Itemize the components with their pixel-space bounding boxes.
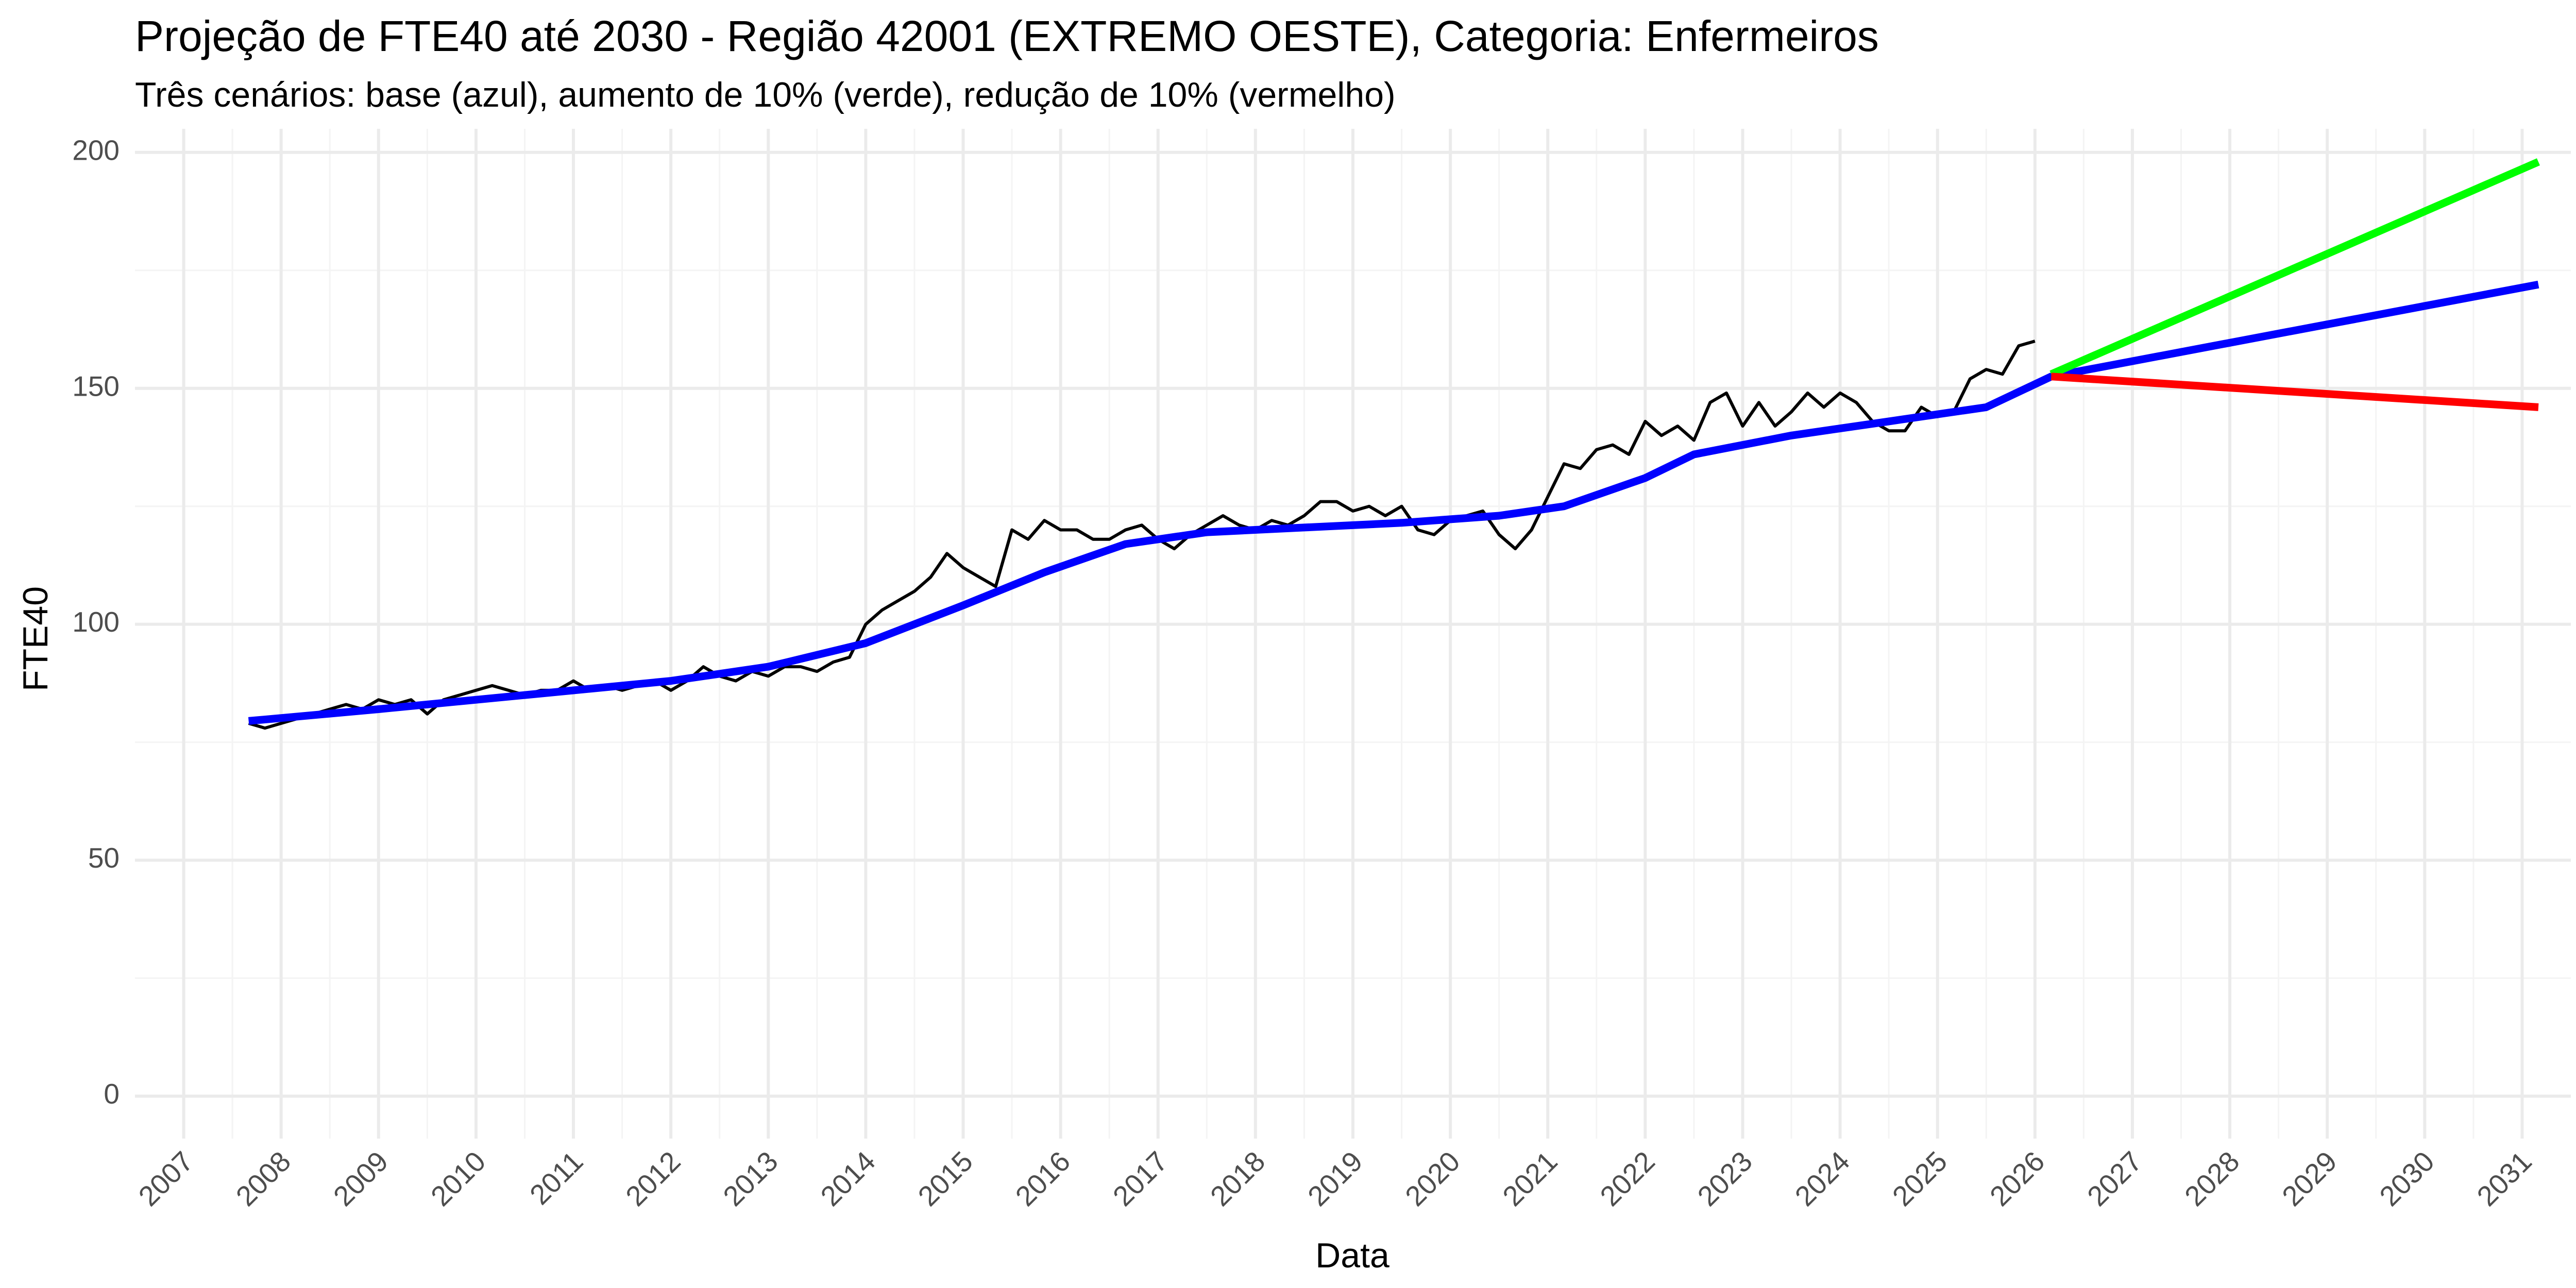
x-tick-label: 2025 <box>1886 1145 1953 1212</box>
x-tick-label: 2007 <box>132 1145 199 1212</box>
chart-title: Projeção de FTE40 até 2030 - Região 4200… <box>135 12 1879 60</box>
x-tick-label: 2026 <box>1984 1145 2050 1212</box>
x-axis-title: Data <box>1315 1236 1389 1275</box>
observed-series-line <box>248 340 2036 730</box>
x-tick-label: 2010 <box>425 1145 492 1212</box>
y-tick-label: 150 <box>72 370 120 402</box>
x-tick-label: 2017 <box>1107 1145 1174 1212</box>
x-tick-label: 2012 <box>619 1145 686 1212</box>
y-axis-ticks: 0 50 100 150 200 <box>72 134 120 1110</box>
x-tick-label: 2020 <box>1399 1145 1466 1212</box>
x-tick-label: 2019 <box>1301 1145 1368 1212</box>
y-axis-title: FTE40 <box>16 586 55 691</box>
y-tick-label: 100 <box>72 606 120 638</box>
x-tick-label: 2015 <box>912 1145 979 1212</box>
x-tick-label: 2009 <box>327 1145 394 1212</box>
y-tick-label: 200 <box>72 134 120 166</box>
x-tick-label: 2022 <box>1594 1145 1660 1212</box>
x-axis-ticks: 2007 2008 2009 2010 2011 2012 2013 2014 2015 2016… <box>132 1145 2538 1212</box>
y-tick-label: 0 <box>104 1078 120 1110</box>
chart-subtitle: Três cenários: base (azul), aumento de 1… <box>135 75 1396 114</box>
x-tick-label: 2028 <box>2178 1145 2245 1212</box>
series-layer <box>248 158 2540 730</box>
base-scenario-line <box>248 280 2539 725</box>
x-tick-label: 2018 <box>1204 1145 1271 1212</box>
increase-scenario-line <box>2049 158 2540 378</box>
x-tick-label: 2008 <box>230 1145 297 1212</box>
y-tick-label: 50 <box>88 842 120 874</box>
x-tick-label: 2021 <box>1496 1145 1563 1212</box>
x-tick-label: 2013 <box>717 1145 784 1212</box>
grid-layer <box>135 129 2571 1139</box>
x-tick-label: 2024 <box>1789 1145 1856 1212</box>
x-tick-label: 2016 <box>1009 1145 1076 1212</box>
x-tick-label: 2023 <box>1691 1145 1758 1212</box>
x-tick-label: 2031 <box>2471 1145 2538 1212</box>
x-tick-label: 2029 <box>2276 1145 2343 1212</box>
x-tick-label: 2027 <box>2081 1145 2148 1212</box>
x-tick-label: 2014 <box>815 1145 882 1212</box>
x-tick-label: 2011 <box>523 1145 589 1211</box>
x-tick-label: 2030 <box>2373 1145 2440 1212</box>
decrease-scenario-line <box>2050 372 2539 411</box>
